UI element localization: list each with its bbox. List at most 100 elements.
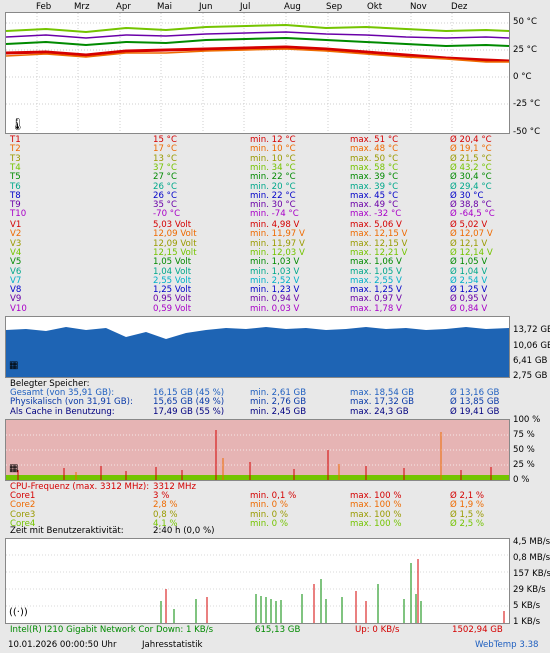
axis-tick: 25 % — [513, 460, 535, 470]
month-label: Dez — [451, 2, 468, 12]
volts-name: V10 — [10, 303, 27, 314]
temps-avg: Ø 29,4 °C — [450, 181, 492, 192]
mem-avg: Ø 19,41 GB — [450, 406, 500, 417]
temps-name: T8 — [10, 190, 21, 201]
volts-min: min. 4,98 V — [250, 220, 300, 230]
temps-max: max. 39 °C — [350, 181, 399, 192]
volts-name: V5 — [10, 257, 22, 268]
axis-tick: 10,06 GB — [513, 341, 550, 351]
volts-name: V9 — [10, 294, 22, 305]
volts-name: V6 — [10, 266, 22, 277]
memory-graph: ▦ — [5, 316, 510, 378]
memory-chart — [6, 327, 509, 377]
volts-cur: 12,09 Volt — [153, 238, 197, 249]
volts-min: min. 2,52 V — [250, 275, 300, 286]
volts-name: V1 — [10, 220, 22, 230]
volts-avg: Ø 1,05 V — [450, 257, 488, 268]
temps-cur: 13 °C — [153, 153, 177, 164]
axis-tick: 50 % — [513, 445, 535, 455]
mem-min: min. 2,45 GB — [250, 406, 307, 417]
temps-name: T4 — [10, 162, 21, 173]
axis-tick: 0 °C — [513, 72, 532, 82]
volts-name: V3 — [10, 238, 22, 249]
temperature-graph: 🌡 — [5, 12, 510, 134]
temps-max: max. 49 °C — [350, 200, 399, 211]
axis-tick: 4,5 MB/s — [513, 537, 550, 547]
cores-cur: 4,1 % — [153, 518, 178, 529]
month-axis: Feb Mrz Apr Mai Jun Jul Aug Sep Okt Nov … — [0, 2, 550, 12]
webtemp-link[interactable]: WebTemp 3.38 — [475, 640, 539, 650]
mem-name: Physikalisch (von 31,91 GB): — [10, 397, 133, 408]
volts-max: max. 2,55 V — [350, 275, 402, 286]
temps-min: min. 12 °C — [250, 135, 296, 145]
temps-cur: 27 °C — [153, 172, 177, 183]
axis-tick: 100 % — [513, 415, 541, 425]
cores-min: min. 0,1 % — [250, 491, 297, 501]
volts-max: max. 12,15 V — [350, 238, 408, 249]
timestamp: 10.01.2026 00:00:50 Uhr — [8, 640, 117, 650]
axis-tick: 25 °C — [513, 45, 537, 55]
mem-name: Gesamt (von 35,91 GB): — [10, 388, 115, 398]
cores-max: max. 100 % — [350, 491, 402, 501]
temps-max: max. 50 °C — [350, 153, 399, 164]
volts-max: max. 5,06 V — [350, 220, 402, 230]
volts-cur: 2,55 Volt — [153, 275, 192, 286]
mem-min: min. 2,61 GB — [250, 388, 307, 398]
cores-avg: Ø 1,9 % — [450, 500, 485, 511]
temps-cur: 37 °C — [153, 162, 177, 173]
axis-tick: 6,41 GB — [513, 356, 548, 366]
volts-max: max. 1,78 V — [350, 303, 402, 314]
volts-cur: 12,09 Volt — [153, 229, 197, 240]
mem-avg: Ø 13,85 GB — [450, 397, 500, 408]
temps-name: T2 — [10, 144, 21, 155]
temps-min: min. 22 °C — [250, 190, 296, 201]
volts-min: min. 12,03 V — [250, 247, 305, 258]
volts-min: min. 11,97 V — [250, 238, 305, 249]
volts-name: V2 — [10, 229, 22, 240]
temps-name: T3 — [10, 153, 21, 164]
cores-avg: Ø 1,5 % — [450, 509, 485, 520]
temps-cur: 35 °C — [153, 200, 177, 211]
cores-cur: 3 % — [153, 491, 170, 501]
month-label: Feb — [36, 2, 52, 12]
cpu-chip-icon: ▦ — [9, 463, 19, 474]
cores-name: Core2 — [10, 500, 36, 511]
volts-cur: 1,04 Volt — [153, 266, 192, 277]
volts-max: max. 12,15 V — [350, 229, 408, 240]
axis-tick: 13,72 GB — [513, 325, 550, 335]
volts-cur: 1,25 Volt — [153, 285, 192, 296]
cores-min: min. 0 % — [250, 509, 289, 520]
volts-min: min. 11,97 V — [250, 229, 305, 240]
month-label: Apr — [116, 2, 131, 12]
volts-avg: Ø 12,1 V — [450, 238, 488, 249]
temps-avg: Ø 19,1 °C — [450, 144, 492, 155]
month-label: Mrz — [74, 2, 90, 12]
network-chart — [6, 554, 509, 623]
month-label: Jun — [199, 2, 213, 12]
volts-max: max. 12,21 V — [350, 247, 408, 258]
volts-avg: Ø 12,07 V — [450, 229, 493, 240]
volts-max: max. 1,25 V — [350, 285, 402, 296]
axis-tick: 29 KB/s — [513, 585, 546, 595]
temps-name: T5 — [10, 172, 21, 183]
cores-name: Core1 — [10, 491, 36, 501]
volts-cur: 0,95 Volt — [153, 294, 192, 305]
temps-avg: Ø 30,4 °C — [450, 172, 492, 183]
volts-avg: Ø 1,04 V — [450, 266, 488, 277]
cores-min: min. 0 % — [250, 500, 289, 511]
temps-min: min. 10 °C — [250, 153, 296, 164]
volts-name: V7 — [10, 275, 22, 286]
cores-name: Core3 — [10, 509, 36, 520]
temperature-chart — [6, 13, 509, 133]
volts-avg: Ø 5,02 V — [450, 220, 488, 230]
month-label: Sep — [326, 2, 343, 12]
cpu-chart — [6, 430, 509, 480]
cores-cur: 2,8 % — [153, 500, 178, 511]
cores-cur: 0,8 % — [153, 509, 178, 520]
temps-max: max. 58 °C — [350, 162, 399, 173]
temps-name: T9 — [10, 200, 21, 211]
axis-tick: -50 °C — [513, 127, 541, 137]
cpu-graph: ▦ — [5, 419, 510, 481]
volts-cur: 1,05 Volt — [153, 257, 192, 268]
axis-tick: -25 °C — [513, 99, 541, 109]
